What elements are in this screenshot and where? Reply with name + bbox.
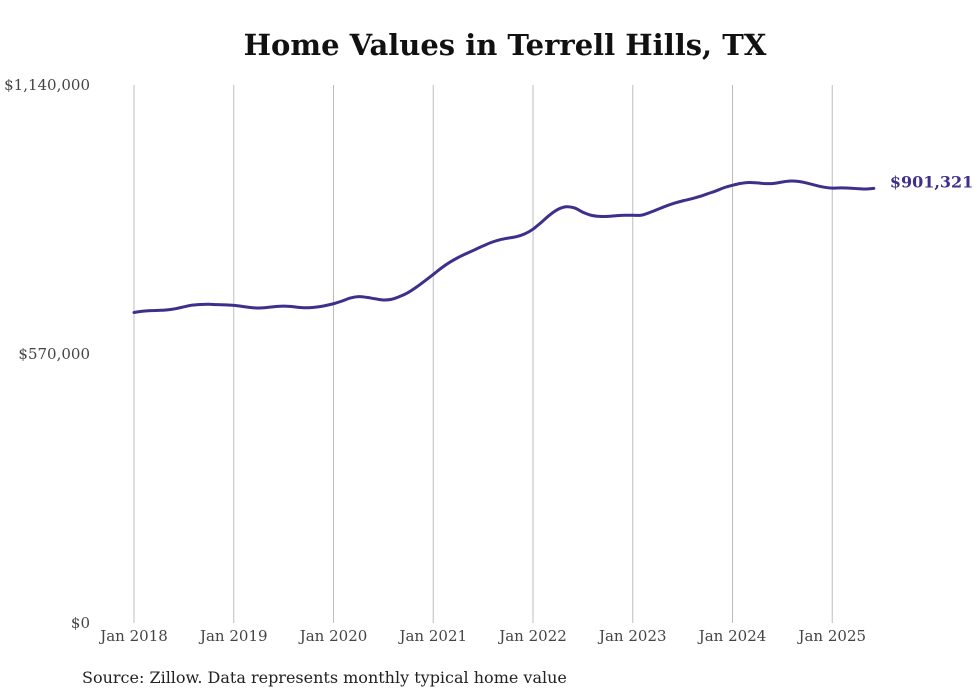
y-tick-label: $570,000 bbox=[18, 345, 90, 363]
x-tick-label: Jan 2021 bbox=[397, 627, 467, 645]
x-tick-label: Jan 2024 bbox=[697, 627, 767, 645]
y-axis-labels: $0 $570,000 $1,140,000 bbox=[4, 76, 90, 632]
x-axis-labels: Jan 2018 Jan 2019 Jan 2020 Jan 2021 Jan 2022… bbox=[98, 627, 866, 645]
chart-title: Home Values in Terrell Hills, TX bbox=[243, 28, 767, 62]
x-tick-label: Jan 2022 bbox=[497, 627, 567, 645]
source-note: Source: Zillow. Data represents monthly … bbox=[82, 668, 567, 687]
x-tick-label: Jan 2019 bbox=[198, 627, 268, 645]
y-tick-label: $1,140,000 bbox=[4, 76, 90, 94]
y-tick-label: $0 bbox=[71, 614, 90, 632]
x-tick-label: Jan 2025 bbox=[796, 627, 866, 645]
grid-lines bbox=[133, 85, 833, 623]
x-tick-label: Jan 2023 bbox=[597, 627, 667, 645]
series-layer: $901,321 bbox=[132, 172, 974, 314]
x-tick-label: Jan 2018 bbox=[98, 627, 168, 645]
x-tick-label: Jan 2020 bbox=[298, 627, 368, 645]
end-value-label: $901,321 bbox=[890, 172, 974, 191]
line-chart: $0$570,000$1,140,000 Jan 2018 Jan 2019 Jan… bbox=[4, 76, 974, 645]
series-line bbox=[132, 179, 876, 314]
